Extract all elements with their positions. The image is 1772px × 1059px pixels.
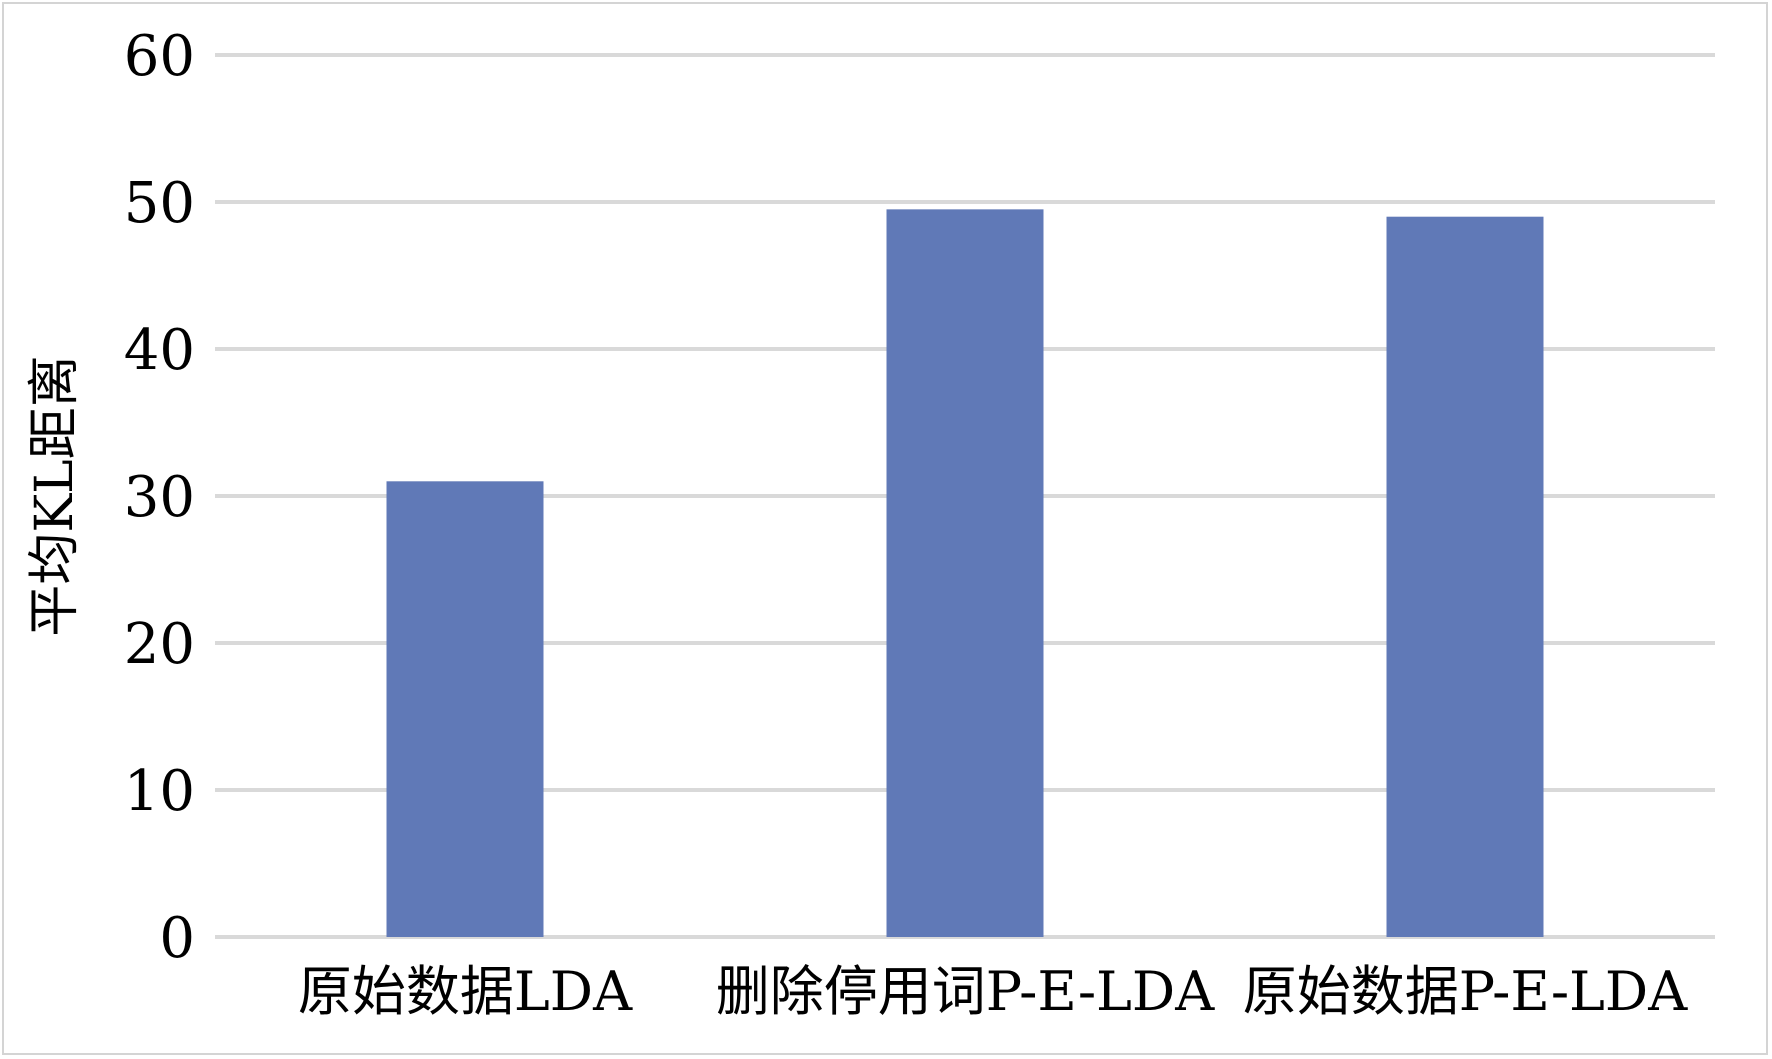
y-tick-label: 20: [124, 612, 195, 677]
bars: [386, 209, 1544, 938]
x-tick-label: 原始数据P-E-LDA: [1243, 960, 1688, 1023]
bar: [886, 209, 1044, 938]
bar: [386, 481, 544, 937]
y-axis-label: 平均KL距离: [25, 355, 85, 636]
y-axis-ticks: 0 10 20 30 40 50 60: [124, 24, 195, 971]
y-tick-label: 30: [124, 465, 195, 530]
x-tick-label: 删除停用词P-E-LDA: [716, 960, 1215, 1023]
y-tick-label: 60: [124, 24, 195, 89]
y-tick-label: 50: [124, 171, 195, 236]
x-axis-labels: 原始数据LDA 删除停用词P-E-LDA 原始数据P-E-LDA: [298, 960, 1688, 1023]
y-tick-label: 10: [124, 759, 195, 824]
y-tick-label: 0: [159, 906, 195, 971]
bar: [1386, 216, 1544, 937]
x-tick-label: 原始数据LDA: [298, 960, 633, 1023]
y-tick-label: 40: [124, 318, 195, 383]
